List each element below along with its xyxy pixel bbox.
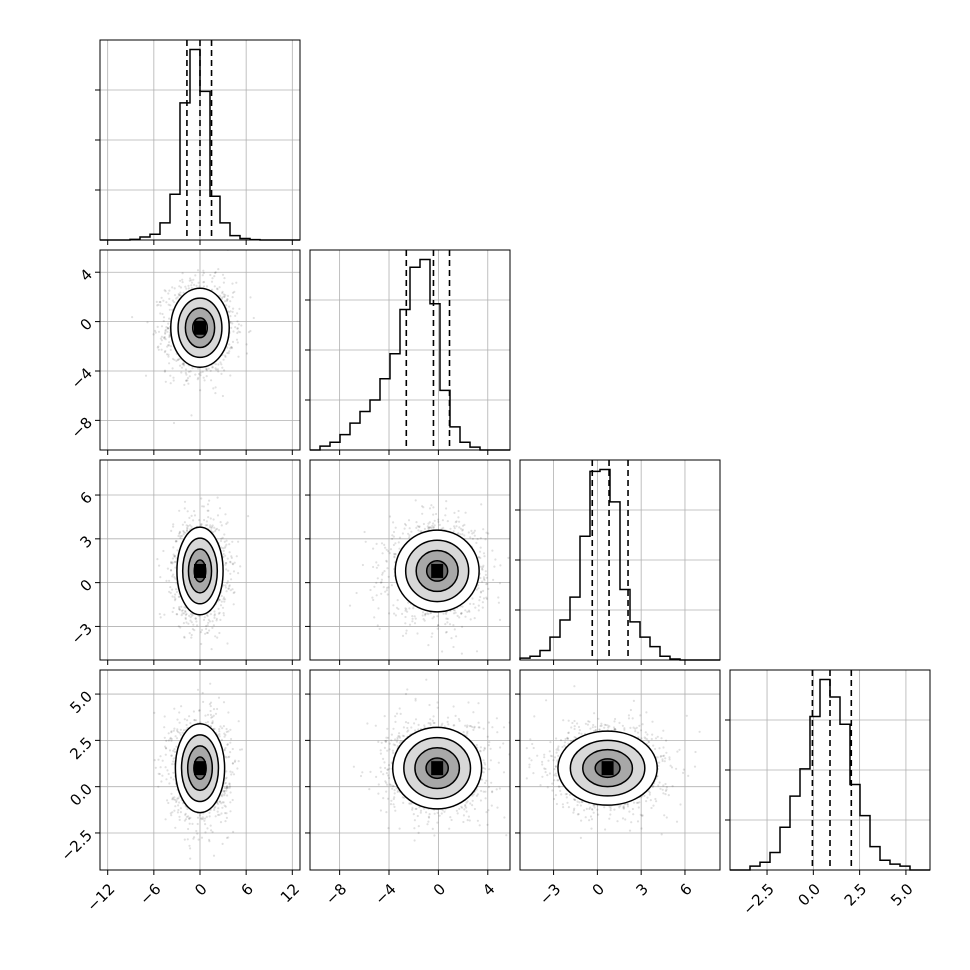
grid	[310, 670, 510, 870]
x-tick-label: 5.0	[887, 880, 917, 910]
scatter-panel-4	[309, 669, 511, 871]
histogram-step-1	[310, 258, 510, 451]
grid	[310, 250, 510, 450]
x-tick-label: 6	[237, 880, 256, 899]
grid	[100, 250, 300, 450]
x-tick-label: 2.5	[841, 880, 871, 910]
grid	[730, 670, 930, 870]
scatter-panel-5	[519, 669, 721, 871]
density-peak	[194, 761, 206, 776]
y-tick-label: 3	[77, 532, 96, 551]
x-tick-label: −6	[136, 880, 164, 908]
y-tick-label: 0.0	[66, 780, 96, 810]
x-tick-label: −3	[536, 880, 564, 908]
density-peak	[194, 563, 206, 578]
density-peak	[431, 563, 444, 578]
y-tick-label: 0	[77, 576, 96, 595]
density-peak	[601, 761, 614, 776]
y-tick-label: 0	[77, 315, 96, 334]
density-peak	[194, 320, 206, 335]
y-tick-label: 5.0	[66, 687, 96, 717]
x-tick-label: 0	[589, 880, 608, 899]
x-tick-label: 0	[191, 880, 210, 899]
y-tick-label: −8	[68, 414, 96, 442]
grid	[520, 460, 720, 660]
grid	[100, 670, 300, 870]
x-tick-label: −4	[371, 880, 399, 908]
y-tick-label: −4	[68, 364, 96, 392]
x-tick-label: 6	[676, 880, 695, 899]
y-tick-label: −3	[68, 620, 96, 648]
x-tick-label: 0	[430, 880, 449, 899]
x-tick-label: 3	[632, 880, 651, 899]
x-tick-label: −8	[322, 880, 350, 908]
density-4	[352, 678, 510, 842]
x-tick-label: 12	[277, 880, 303, 906]
density-3	[153, 682, 244, 860]
y-tick-label: −2.5	[58, 826, 96, 864]
x-tick-label: 0.0	[794, 880, 824, 910]
density-5	[520, 685, 701, 840]
histogram-step-2	[519, 468, 720, 661]
y-tick-label: 4	[77, 266, 96, 285]
density-peak	[431, 761, 444, 776]
x-tick-label: −2.5	[739, 880, 777, 918]
grid	[100, 460, 300, 660]
density-1	[156, 496, 250, 651]
x-tick-label: 4	[479, 880, 498, 899]
x-tick-label: −12	[83, 880, 118, 915]
y-tick-label: 2.5	[66, 734, 96, 764]
density-2	[348, 499, 510, 655]
density-0	[131, 250, 255, 425]
y-tick-label: 6	[77, 488, 96, 507]
scatter-panel-2	[309, 459, 511, 661]
histogram-step-3	[730, 678, 930, 871]
